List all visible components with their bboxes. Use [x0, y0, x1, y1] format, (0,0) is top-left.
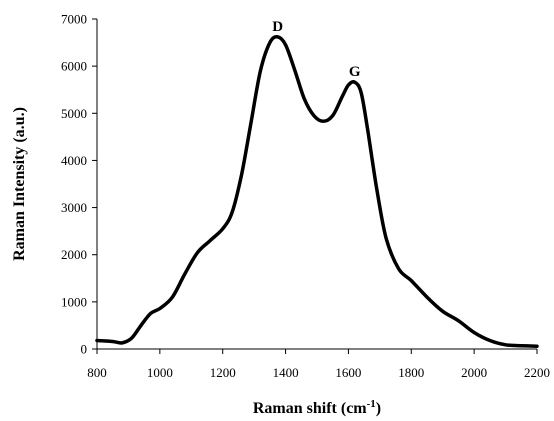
- x-tick-label: 1200: [210, 365, 236, 380]
- x-tick-label: 2200: [524, 365, 550, 380]
- y-tick-label: 4000: [61, 153, 87, 168]
- x-axis-title-superscript: -1: [367, 398, 376, 410]
- ticks: 800 1000 1200 1400 1600 1800 2000 2200 0 1000 2000…: [61, 12, 550, 381]
- x-tick-label: 1800: [398, 365, 424, 380]
- peak-annotations: DG: [272, 19, 361, 80]
- x-tick-label: 1600: [335, 365, 361, 380]
- peak-label-g: G: [349, 64, 361, 80]
- x-axis-title: Raman shift (cm-1): [253, 398, 381, 417]
- raman-spectrum-line: [95, 35, 539, 348]
- x-tick-label: 800: [87, 365, 107, 380]
- y-axis-title: Raman Intensity (a.u.): [11, 107, 28, 261]
- y-tick-label: 3000: [61, 200, 87, 215]
- y-tick-label: 6000: [61, 59, 87, 74]
- x-tick-label: 1400: [273, 365, 299, 380]
- y-tick-label: 1000: [61, 294, 87, 309]
- y-tick-label: 7000: [61, 12, 87, 27]
- peak-label-d: D: [272, 19, 283, 35]
- y-tick-label: 5000: [61, 106, 87, 121]
- axes: [96, 19, 537, 350]
- x-axis-title-main: Raman shift (cm: [253, 400, 367, 417]
- y-tick-label: 0: [81, 342, 88, 357]
- x-axis-title-end: ): [376, 400, 381, 417]
- y-tick-label: 2000: [61, 247, 87, 262]
- x-tick-label: 2000: [461, 365, 487, 380]
- x-tick-label: 1000: [147, 365, 173, 380]
